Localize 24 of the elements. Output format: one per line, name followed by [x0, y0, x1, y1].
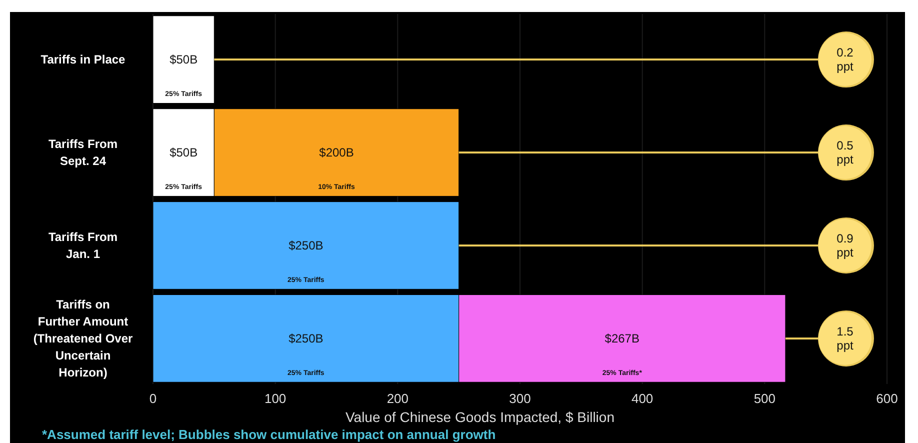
y-tick-label: Tariffs From Sept. 24	[48, 137, 118, 168]
data-label: $200B	[319, 146, 354, 160]
annotation: 0.5 ppt	[836, 138, 854, 167]
x-axis-title: Value of Chinese Goods Impacted, $ Billion	[345, 409, 615, 425]
text: *Assumed tariff level; Bubbles show cumulative impact on annual growth	[42, 427, 496, 442]
y-tick-label: Tariffs on Further Amount (Threatened Over Uncertain Horizon)	[33, 297, 134, 380]
x-tick-label: 0	[149, 391, 157, 406]
data-label: $267B	[604, 331, 640, 346]
x-tick-label: 400	[631, 391, 654, 406]
annotation: 0.2 ppt	[836, 46, 854, 74]
data-label: $50B	[170, 146, 198, 160]
x-tick-label: 300	[509, 391, 531, 406]
data-label: $250B	[288, 238, 324, 252]
y-tick-label: Tariffs in Place	[40, 52, 126, 67]
x-tick-label: 100	[264, 391, 286, 406]
bar	[152, 16, 214, 104]
y-tick-label: Tariffs From Jan. 1	[48, 230, 118, 261]
x-tick-label: 500	[754, 391, 776, 406]
annotation: 1.5 ppt	[836, 324, 854, 352]
data-label: $250B	[288, 331, 324, 346]
annotation: 0.9 ppt	[836, 231, 854, 260]
x-tick-label: 200	[386, 391, 409, 406]
data-label: $50B	[170, 52, 198, 67]
x-tick-label: 600	[876, 391, 898, 406]
